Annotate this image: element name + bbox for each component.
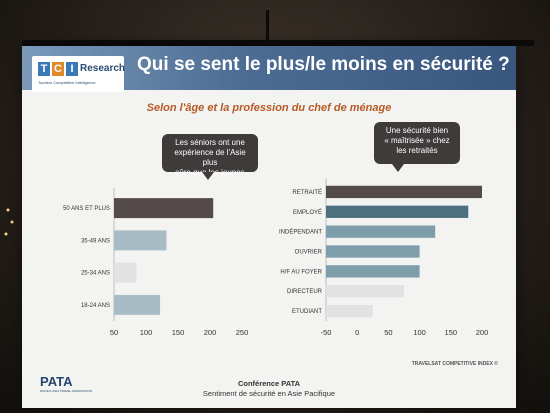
chart-2-bar — [326, 265, 420, 278]
chart-2-bar — [326, 245, 420, 258]
chart-2-bar — [326, 285, 404, 298]
chart-1-tick-label: 100 — [140, 328, 153, 337]
pata-logo: PATA PACIFIC ASIA TRAVEL ASSOCIATION — [40, 374, 93, 396]
chart-2-bar — [326, 185, 482, 199]
wall-lights-decoration — [4, 208, 14, 236]
chart-2-category-label: DIRECTEUR — [287, 289, 323, 295]
projector-screen-bar — [22, 40, 534, 46]
callout-right-tail — [392, 164, 404, 172]
logo-letter-c: C — [52, 62, 64, 76]
logo-letter-i: I — [66, 62, 78, 76]
callout-left-line: Les séniors ont une — [175, 138, 245, 147]
chart-2-tick-label: 0 — [355, 328, 359, 337]
chart-2-category-label: H/F AU FOYER — [280, 269, 322, 275]
chart-2-category-label: INDÉPENDANT — [279, 229, 322, 236]
chart-1-tick-label: 150 — [172, 328, 185, 337]
callout-right-line: Une sécurité bien — [385, 126, 449, 135]
chart-1-category-label: 18-24 ANS — [81, 303, 110, 309]
chart-2-category-label: EMPLOYÉ — [293, 209, 322, 216]
chart-1-bar — [114, 230, 167, 251]
chart-1-tick-label: 200 — [204, 328, 217, 337]
logo-letter-t: T — [38, 62, 50, 76]
pata-logo-tagline: PACIFIC ASIA TRAVEL ASSOCIATION — [40, 389, 93, 393]
chart-2-bar — [326, 205, 469, 218]
chart-1-bar — [114, 294, 161, 315]
chart-2-tick-label: 150 — [445, 328, 458, 337]
chart-2-category-label: ETUDIANT — [292, 309, 322, 315]
chart-2-category-label: OUVRIER — [295, 250, 323, 256]
chart-1-bar — [114, 198, 214, 219]
callout-right: Une sécurité bien « maîtrisée » chez les… — [374, 122, 460, 164]
chart-2-bar — [326, 304, 373, 318]
logo-word: Research — [80, 63, 126, 74]
chart-1-category-label: 35-49 ANS — [81, 238, 110, 244]
chart-2-tick-label: -50 — [321, 328, 332, 337]
callout-left-tail — [202, 172, 214, 180]
chart-2-category-label: RETRAITÉ — [292, 189, 322, 196]
chart-2-tick-label: 200 — [476, 328, 489, 337]
callout-left-line: expérience de l'Asie plus — [174, 148, 246, 167]
callout-right-line: les retraités — [396, 146, 438, 155]
source-note: TRAVELSAT COMPETITIVE INDEX © — [411, 361, 498, 367]
pata-logo-text: PATA — [40, 374, 73, 389]
chart-2-tick-label: 100 — [413, 328, 426, 337]
charts-canvas: 50 ANS ET PLUS 35-49 ANS 25-34 ANS 18-24 AN… — [63, 178, 489, 337]
chart-1-category-label: 50 ANS ET PLUS — [63, 206, 110, 212]
callout-right-line: « maîtrisée » chez — [384, 136, 450, 145]
slide-title: Qui se sent le plus/le moins en sécurité… — [137, 54, 510, 75]
chart-1-bar — [114, 262, 137, 283]
footer-conference: Conférence PATA — [237, 379, 301, 388]
slide-subtitle: Selon l'âge et la profession du chef de … — [146, 102, 392, 114]
footer-topic: Sentiment de sécurité en Asie Pacifique — [202, 389, 336, 398]
chart-1-tick-label: 250 — [236, 328, 249, 337]
screen-hanger — [266, 10, 269, 40]
chart-2-tick-label: 50 — [384, 328, 392, 337]
logo-tagline: Tourism Competitive Intelligence — [38, 80, 96, 85]
presentation-slide: T C I Research Tourism Competitive Intel… — [22, 46, 516, 408]
chart-1-tick-label: 50 — [110, 328, 118, 337]
chart-2-bar — [326, 225, 436, 238]
chart-1-category-label: 25-34 ANS — [81, 271, 110, 277]
tci-research-logo: T C I Research Tourism Competitive Intel… — [32, 56, 126, 92]
